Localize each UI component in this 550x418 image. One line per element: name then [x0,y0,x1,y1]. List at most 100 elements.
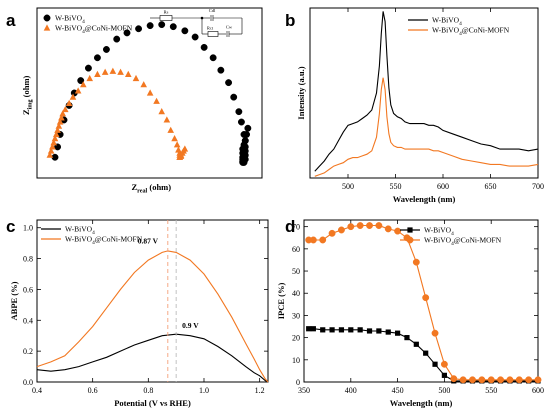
y-axis-title-main: Z [21,109,31,115]
legend-label-main: W-BiVO [432,16,460,25]
series-w-bivo4 [306,326,541,384]
data-point [140,81,148,88]
circuit-label: Cdl [209,8,216,13]
data-point [423,350,429,356]
data-point [515,376,523,384]
data-point [79,81,87,88]
data-point [181,145,189,152]
data-point [356,222,364,229]
data-point [525,376,533,384]
data-point [101,68,109,75]
data-point [109,67,117,74]
legend-label-main: W-BiVO [424,226,452,235]
data-point [167,126,175,133]
y-tick-label: 0 [296,378,300,387]
data-point [440,360,448,368]
x-tick-label: 500 [342,182,354,191]
y-tick-label: 0.8 [23,255,33,264]
data-point [135,25,143,33]
data-point [169,23,177,31]
series-w-bivo4 [36,333,269,383]
series-w-bivo4-coni-mofn [314,77,539,177]
panel-letter: b [285,11,295,30]
data-point [348,327,354,333]
data-point [113,35,121,43]
data-point [124,70,132,77]
series-line [314,11,539,172]
inset-circuit-diagram: Rs Cdl Rct Cw [150,8,243,37]
data-point [404,335,410,341]
data-point [102,46,110,53]
y-tick-label: 0.4 [23,316,33,325]
x-tick-label: 550 [485,386,497,395]
legend-label-sub: 4 [92,240,95,246]
x-tick-label: 1.2 [255,386,265,395]
x-tick-label: 400 [345,386,357,395]
data-point [441,372,447,378]
data-point [497,376,505,384]
plot-frame [36,7,263,179]
y-tick-label: 1.0 [23,224,33,233]
y-axis-title-group: Zimg (ohm) [21,75,34,115]
data-point [469,376,476,384]
series-w-bivo4-coni-mofn [305,222,542,384]
panel-letter: d [285,217,295,236]
legend-swatch-marker [43,24,51,31]
series-w-bivo4 [314,11,539,172]
data-point [59,110,67,117]
legend-label-rest: @CoNi-MOFN [85,24,133,33]
x-tick-label: 0.8 [143,386,153,395]
data-point [319,236,327,244]
x-tick-label: 500 [438,386,450,395]
y-tick-label: 30 [292,311,300,320]
data-point [328,229,336,237]
data-point [163,116,171,123]
series-line [308,224,538,381]
data-point [243,131,251,138]
data-point [217,66,225,74]
y-tick-label: 40 [292,289,300,298]
x-tick-label: 650 [485,182,497,191]
x-axis-title-rest: (ohm) [147,182,171,192]
y-tick-label: 60 [292,245,300,254]
data-point [86,74,94,82]
data-point [54,126,61,133]
panel-letter: c [6,217,15,236]
y-axis-title-group: IPCE (%) [276,283,286,320]
data-point [506,376,514,384]
data-point [366,328,373,334]
data-point [432,361,438,367]
circuit-label: Rct [207,26,214,31]
data-point [413,341,419,347]
data-point [534,376,542,384]
data-point [173,141,181,148]
legend-label: W-BiVO4@CoNi-MOFN [424,236,502,248]
data-point [146,89,154,96]
annotation-label: 0.9 V [182,321,199,330]
data-point [338,327,345,333]
legend-label-main: W-BiVO [432,26,460,35]
y-tick-label: 0.6 [23,285,33,294]
data-point [366,222,373,229]
y-tick-label: 0.2 [23,347,33,356]
x-tick-label: 0.6 [88,386,98,395]
data-point [158,108,166,115]
data-point [55,122,63,129]
data-point [235,108,243,116]
data-point [244,124,252,132]
data-point [357,327,363,333]
y-axis-title: IPCE (%) [276,283,286,320]
data-point [394,227,402,235]
data-point [123,29,131,37]
data-point [191,33,199,41]
legend-label-rest: @CoNi-MOFN [462,26,510,35]
legend-label-main: W-BiVO [65,235,93,244]
data-point [306,326,312,332]
x-tick-label: 1.0 [199,386,209,395]
data-point [384,225,392,233]
data-point [61,105,69,113]
chart-panel-d: d 350 400 450 500 550 600 0 10 20 30 40 50 60 70 Wavele… [276,217,544,408]
plot-frame [303,219,539,383]
